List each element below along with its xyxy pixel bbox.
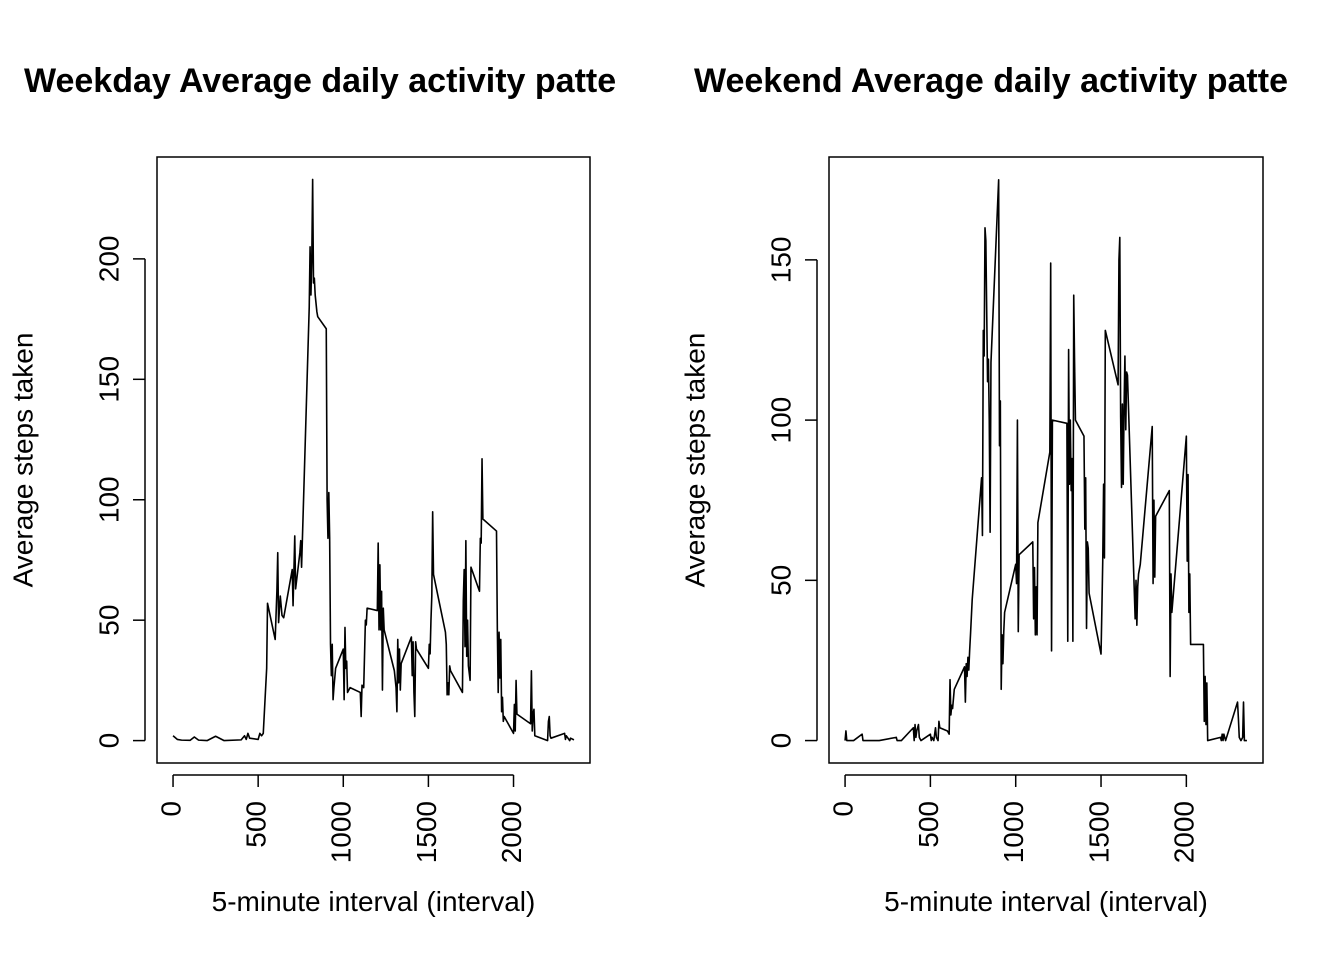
x-tick-label: 1500 <box>411 801 442 863</box>
x-tick-label: 500 <box>913 801 944 848</box>
y-tick-label: 200 <box>93 236 124 283</box>
x-tick-label: 500 <box>241 801 272 848</box>
chart-title: Weekend Average daily activity patte <box>694 62 1288 100</box>
chart-title: Weekday Average daily activity patte <box>24 62 616 100</box>
x-tick-label: 1000 <box>998 801 1029 863</box>
x-tick-label: 2000 <box>1169 801 1200 863</box>
y-tick-label: 0 <box>765 733 796 749</box>
data-line <box>172 178 575 742</box>
x-tick-label: 1500 <box>1083 801 1114 863</box>
y-tick-label: 150 <box>93 356 124 403</box>
plot-frame <box>828 156 1264 764</box>
x-tick-label: 1000 <box>326 801 357 863</box>
data-line <box>844 178 1247 742</box>
x-axis-label: 5-minute interval (interval) <box>212 886 536 917</box>
plot-frame <box>156 156 591 764</box>
x-tick-label: 0 <box>827 801 858 817</box>
y-axis-label: Average steps taken <box>7 333 38 588</box>
y-tick-label: 50 <box>93 605 124 636</box>
x-tick-label: 2000 <box>496 801 527 863</box>
y-tick-label: 100 <box>93 476 124 523</box>
y-tick-label: 100 <box>765 397 796 444</box>
y-tick-label: 0 <box>93 733 124 749</box>
x-axis-label: 5-minute interval (interval) <box>884 886 1208 917</box>
y-tick-label: 50 <box>765 565 796 596</box>
y-tick-label: 150 <box>765 237 796 284</box>
y-axis-label: Average steps taken <box>679 333 710 588</box>
x-tick-label: 0 <box>155 801 186 817</box>
